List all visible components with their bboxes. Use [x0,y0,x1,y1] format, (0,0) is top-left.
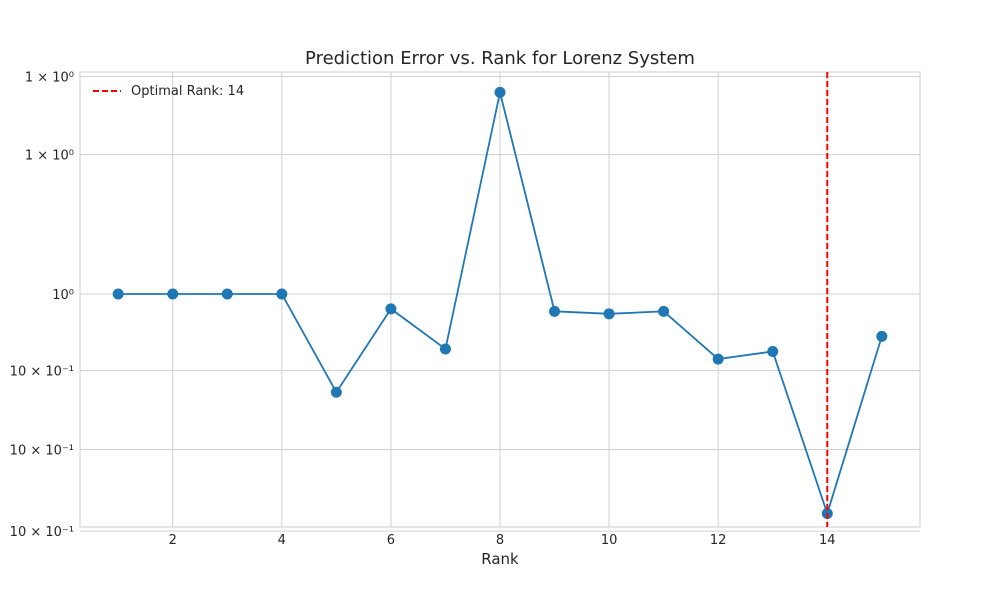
y-tick-label: 10 × 10⁻¹ [10,365,74,380]
y-tick-label: 10⁰ [52,288,74,303]
data-point-rank-4 [276,288,288,300]
x-tick-label: 2 [169,533,177,548]
y-tick-labels: 1 × 10⁰ 1 × 10⁰ 10⁰ 10 × 10⁻¹ 10 × 10⁻¹ 10 × … [10,71,74,541]
y-tick-label: 1 × 10⁰ [25,71,74,86]
legend-label-optimal-rank: Optimal Rank: 14 [131,84,244,99]
grid-layer [80,72,920,532]
chart-title: Prediction Error vs. Rank for Lorenz Sys… [305,48,695,69]
x-tick-label: 8 [496,533,504,548]
data-point-rank-13 [767,345,779,357]
data-point-rank-3 [221,288,233,300]
x-tick-label: 14 [819,533,836,548]
data-point-rank-1 [112,288,124,300]
x-tick-label: 12 [710,533,727,548]
data-point-rank-10 [603,308,615,320]
y-tick-label: 1 × 10⁰ [25,149,74,164]
y-tick-label: 10 × 10⁻¹ [10,443,74,458]
x-tick-label: 4 [278,533,286,548]
legend: Optimal Rank: 14 [93,84,244,99]
data-point-rank-2 [167,288,179,300]
data-point-rank-6 [385,303,397,315]
x-tick-label: 10 [601,533,618,548]
data-point-rank-12 [712,353,724,365]
plot-frame [79,71,921,528]
series-layer [112,86,888,519]
x-axis-label: Rank [481,550,519,568]
data-point-rank-5 [330,386,342,398]
data-point-rank-8 [494,86,506,98]
data-point-rank-7 [439,343,451,355]
data-point-rank-11 [658,305,670,317]
data-point-rank-9 [549,305,561,317]
x-tick-label: 6 [387,533,395,548]
x-tick-labels: 2 4 6 8 10 12 14 [169,533,836,548]
data-point-rank-15 [876,330,888,342]
y-tick-label: 10 × 10⁻¹ [10,525,74,540]
